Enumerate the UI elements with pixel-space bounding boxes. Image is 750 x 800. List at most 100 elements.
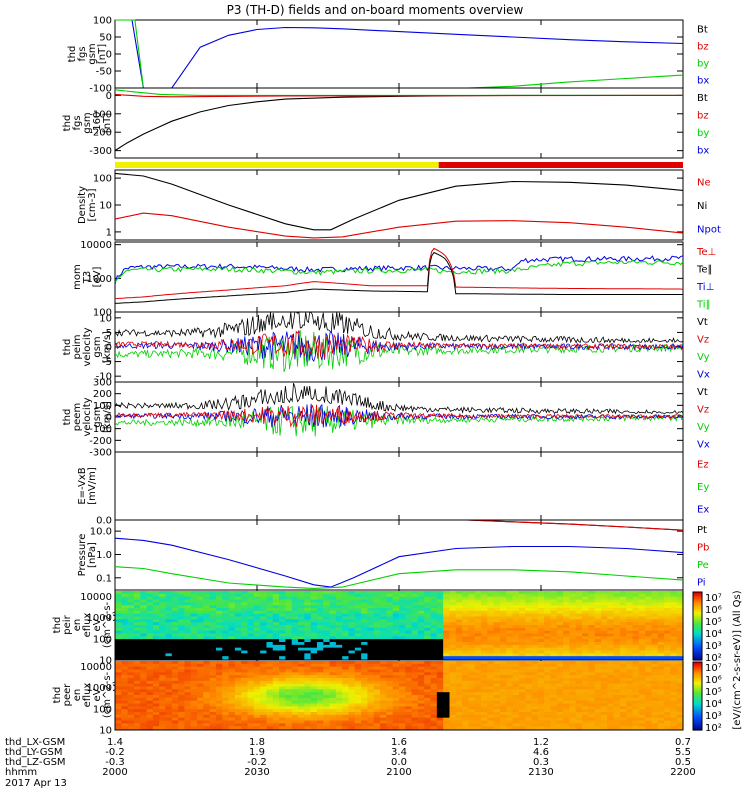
spectro-cell <box>178 714 186 719</box>
spectro-cell <box>159 717 167 722</box>
spectro-cell <box>367 650 375 654</box>
spectro-cell <box>430 647 438 652</box>
spectro-cell <box>215 700 223 705</box>
spectro-cell <box>197 627 204 632</box>
spectro-cell <box>323 672 331 676</box>
spectro-cell <box>468 630 476 635</box>
spectro-cell <box>373 680 381 685</box>
spectro-cell <box>607 656 615 660</box>
spectro-cell <box>575 639 583 643</box>
spectro-cell <box>354 675 362 679</box>
spectro-cell <box>613 639 621 643</box>
spectro-cell <box>152 695 160 699</box>
spectro-cell <box>241 666 249 671</box>
spectro-cell <box>638 596 646 601</box>
spectro-cell <box>367 647 375 652</box>
spectro-cell <box>525 656 533 660</box>
spectro-cell <box>626 726 634 730</box>
spectro-cell <box>468 726 476 730</box>
spectro-cell <box>657 692 665 696</box>
spectro-cell <box>569 695 577 699</box>
spectro-cell <box>664 639 671 643</box>
spectro-cell <box>215 650 223 654</box>
spectro-cell <box>563 723 570 727</box>
spectro-cell <box>146 613 154 618</box>
spectro-cell <box>657 627 665 632</box>
spectro-cell <box>424 680 432 685</box>
spectro-cell <box>632 627 640 632</box>
spectro-cell <box>657 613 665 618</box>
spectro-cell <box>234 695 242 699</box>
spectro-cell <box>386 605 394 609</box>
spectro-cell <box>159 630 167 635</box>
spectro-cell <box>335 627 343 632</box>
spectro-cell <box>411 686 419 690</box>
spectro-cell <box>323 602 331 606</box>
spectro-cell <box>436 663 444 668</box>
spectro-cell <box>310 605 318 609</box>
spectro-cell <box>481 622 488 626</box>
spectro-cell <box>190 642 198 646</box>
spectro-cell <box>178 622 186 626</box>
spectro-cell <box>531 712 539 716</box>
spectro-cell <box>209 633 217 637</box>
spectro-cell <box>607 647 615 652</box>
spectro-cell <box>140 723 148 727</box>
spectro-cell <box>184 613 192 618</box>
spectro-cell <box>348 656 356 660</box>
spectro-cell <box>171 723 179 727</box>
spectro-cell <box>556 720 564 724</box>
spectro-cell <box>657 639 665 643</box>
series-Ti⊥ <box>114 255 684 285</box>
spectro-cell <box>354 605 362 609</box>
legend-Ex: Ex <box>697 505 709 516</box>
spectro-cell <box>335 602 343 606</box>
spectro-cell <box>676 686 684 690</box>
ylabel-line: velocity <box>82 397 93 436</box>
spectro-cell <box>329 642 337 646</box>
spectro-cell <box>443 663 451 668</box>
spectro-cell <box>626 683 634 688</box>
spectro-cell <box>279 647 286 652</box>
spectro-cell <box>449 616 457 620</box>
spectro-cell <box>556 666 564 671</box>
spectro-cell <box>657 686 665 690</box>
series-Ne <box>114 212 684 239</box>
spectro-cell <box>493 596 501 601</box>
spectro-cell <box>234 726 242 730</box>
colorbar-cell <box>693 675 702 678</box>
spectro-cell <box>291 613 299 618</box>
spectro-cell <box>657 599 665 603</box>
spectro-cell <box>531 619 539 623</box>
spectro-cell <box>651 686 659 690</box>
spectro-cell <box>474 630 482 635</box>
spectro-cell <box>121 650 129 654</box>
spectro-cell <box>556 619 564 623</box>
spectro-cell <box>525 703 533 707</box>
spectro-cell <box>645 599 653 603</box>
spectro-cell <box>323 627 331 632</box>
spectro-cell <box>537 625 545 629</box>
spectro-cell <box>392 633 400 637</box>
spectro-cell <box>291 672 299 676</box>
spectro-cell <box>260 591 268 595</box>
spectro-cell <box>146 650 154 654</box>
spectro-cell <box>436 639 444 643</box>
spectro-cell <box>272 697 280 702</box>
spectro-cell <box>152 697 160 702</box>
spectro-cell <box>209 619 217 623</box>
spectro-cell <box>405 633 413 637</box>
spectro-cell <box>121 593 129 598</box>
spectro-cell <box>499 726 507 730</box>
spectro-cell <box>582 726 589 730</box>
spectro-cell <box>518 661 526 665</box>
spectro-cell <box>146 653 154 657</box>
spectro-cell <box>373 605 381 609</box>
spectro-cell <box>279 625 286 629</box>
spectro-cell <box>462 591 470 595</box>
spectro-cell <box>298 622 305 626</box>
spectro-cell <box>417 650 425 654</box>
spectro-cell <box>367 726 375 730</box>
spectro-cell <box>607 616 615 620</box>
spectro-cell <box>304 619 312 623</box>
